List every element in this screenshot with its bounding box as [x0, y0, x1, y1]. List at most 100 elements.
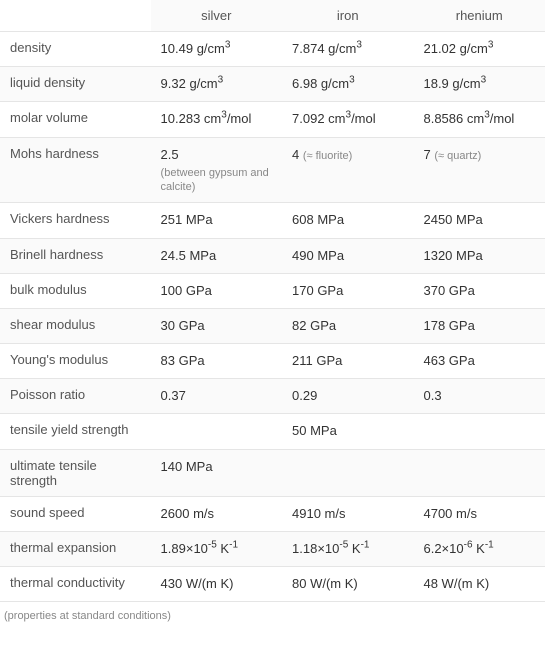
cell: 0.3 — [413, 379, 545, 414]
row-label: sound speed — [0, 496, 151, 531]
table-row: ultimate tensile strength 140 MPa — [0, 449, 545, 496]
superscript: 3 — [481, 75, 487, 86]
cell: 1320 MPa — [413, 238, 545, 273]
cell-value: 18.9 g/cm3 — [423, 76, 486, 91]
cell-value: 9.32 g/cm3 — [161, 76, 224, 91]
superscript: -1 — [361, 540, 370, 551]
cell: 0.37 — [151, 379, 282, 414]
cell: 48 W/(m K) — [413, 567, 545, 602]
cell: 6.2×10-6 K-1 — [413, 531, 545, 566]
cell: 463 GPa — [413, 344, 545, 379]
table-row: molar volume10.283 cm3/mol7.092 cm3/mol8… — [0, 102, 545, 137]
cell: 83 GPa — [151, 344, 282, 379]
cell-note: (between gypsum and calcite) — [161, 166, 272, 195]
superscript: -6 — [464, 540, 473, 551]
row-label: shear modulus — [0, 308, 151, 343]
cell: 80 W/(m K) — [282, 567, 413, 602]
cell-value: 80 W/(m K) — [292, 576, 358, 591]
cell-value: 4700 m/s — [423, 506, 476, 521]
cell-value: 83 GPa — [161, 353, 205, 368]
table-row: Young's modulus 83 GPa 211 GPa 463 GPa — [0, 344, 545, 379]
cell-value: 2600 m/s — [161, 506, 214, 521]
cell-value: 1.18×10-5 K-1 — [292, 541, 369, 556]
cell: 18.9 g/cm3 — [413, 67, 545, 102]
table-row: density 10.49 g/cm3 7.874 g/cm321.02 g/cm3 — [0, 32, 545, 67]
cell-value: 7 — [423, 147, 434, 162]
row-label: Young's modulus — [0, 344, 151, 379]
table-row: Vickers hardness251 MPa608 MPa2450 MPa — [0, 203, 545, 238]
cell-value: 1.89×10-5 K-1 — [161, 541, 238, 556]
cell-value: 100 GPa — [161, 283, 212, 298]
cell: 2600 m/s — [151, 496, 282, 531]
superscript: 3 — [484, 110, 490, 121]
cell-value: 10.49 g/cm3 — [161, 41, 231, 56]
cell-value: 0.37 — [161, 388, 186, 403]
cell: 30 GPa — [151, 308, 282, 343]
cell-value: 608 MPa — [292, 212, 344, 227]
cell: 4 (≈ fluorite) — [282, 137, 413, 203]
row-label: thermal conductivity — [0, 567, 151, 602]
cell — [282, 449, 413, 496]
superscript: -1 — [485, 540, 494, 551]
row-label: Mohs hardness — [0, 137, 151, 203]
cell-value: 48 W/(m K) — [423, 576, 489, 591]
cell: 140 MPa — [151, 449, 282, 496]
table-row: Brinell hardness24.5 MPa490 MPa1320 MPa — [0, 238, 545, 273]
cell: 211 GPa — [282, 344, 413, 379]
cell: 430 W/(m K) — [151, 567, 282, 602]
superscript: 3 — [346, 110, 352, 121]
cell: 4700 m/s — [413, 496, 545, 531]
row-label: molar volume — [0, 102, 151, 137]
cell: 82 GPa — [282, 308, 413, 343]
column-header: silver — [151, 0, 282, 32]
superscript: 3 — [225, 40, 231, 51]
table-row: Mohs hardness2.5(between gypsum and calc… — [0, 137, 545, 203]
cell — [413, 449, 545, 496]
cell: 7 (≈ quartz) — [413, 137, 545, 203]
cell-value: 30 GPa — [161, 318, 205, 333]
table-row: thermal expansion1.89×10-5 K-11.18×10-5 … — [0, 531, 545, 566]
cell-value: 140 MPa — [161, 459, 213, 474]
table-row: shear modulus 30 GPa 82 GPa 178 GPa — [0, 308, 545, 343]
cell-inline-note: (≈ quartz) — [434, 150, 481, 162]
cell: 178 GPa — [413, 308, 545, 343]
cell: 8.8586 cm3/mol — [413, 102, 545, 137]
row-label: liquid density — [0, 67, 151, 102]
cell-value: 0.29 — [292, 388, 317, 403]
cell-value: 24.5 MPa — [161, 248, 217, 263]
cell: 2.5(between gypsum and calcite) — [151, 137, 282, 203]
cell: 2450 MPa — [413, 203, 545, 238]
cell-value: 82 GPa — [292, 318, 336, 333]
superscript: 3 — [221, 110, 227, 121]
cell: 7.874 g/cm3 — [282, 32, 413, 67]
cell: 490 MPa — [282, 238, 413, 273]
cell-value: 430 W/(m K) — [161, 576, 234, 591]
row-label: ultimate tensile strength — [0, 449, 151, 496]
footer-note: (properties at standard conditions) — [0, 602, 545, 630]
row-label: density — [0, 32, 151, 67]
cell-value: 170 GPa — [292, 283, 343, 298]
cell: 9.32 g/cm3 — [151, 67, 282, 102]
cell-value: 211 GPa — [292, 353, 342, 368]
table-row: thermal conductivity 430 W/(m K) 80 W/(m K… — [0, 567, 545, 602]
superscript: -5 — [208, 540, 217, 551]
cell-value: 463 GPa — [423, 353, 474, 368]
cell-value: 2450 MPa — [423, 212, 482, 227]
cell: 1.18×10-5 K-1 — [282, 531, 413, 566]
cell: 251 MPa — [151, 203, 282, 238]
cell: 50 MPa — [282, 414, 413, 449]
cell-value: 4910 m/s — [292, 506, 345, 521]
table-row: Poisson ratio0.370.290.3 — [0, 379, 545, 414]
cell: 608 MPa — [282, 203, 413, 238]
cell: 7.092 cm3/mol — [282, 102, 413, 137]
superscript: 3 — [356, 40, 362, 51]
table-row: sound speed 2600 m/s 4910 m/s 4700 m/s — [0, 496, 545, 531]
properties-table: silverironrhenium density10.49 g/cm37.87… — [0, 0, 545, 602]
cell: 100 GPa — [151, 273, 282, 308]
cell-value: 1320 MPa — [423, 248, 482, 263]
cell: 21.02 g/cm3 — [413, 32, 545, 67]
cell-value: 0.3 — [423, 388, 441, 403]
cell: 4910 m/s — [282, 496, 413, 531]
table-body: density 10.49 g/cm3 7.874 g/cm321.02 g/cm3… — [0, 32, 545, 602]
cell — [413, 414, 545, 449]
